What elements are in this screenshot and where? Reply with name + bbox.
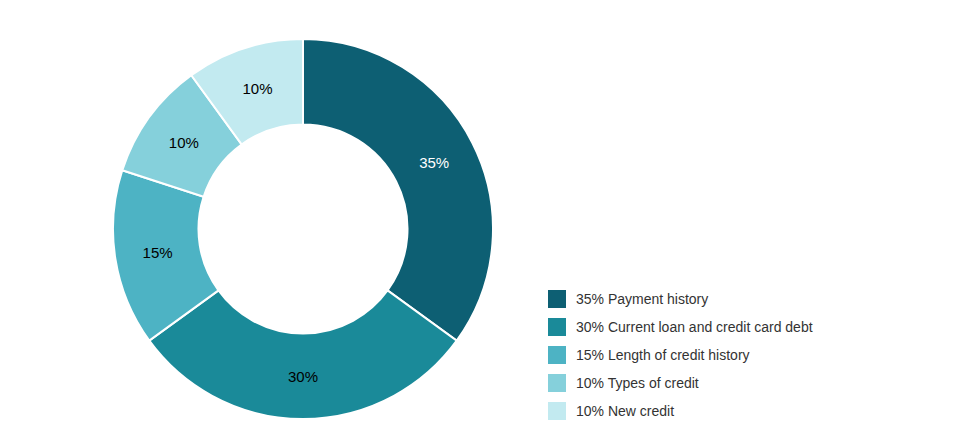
html-text:15% Length of credit history: 15% Length of credit history <box>576 347 750 363</box>
html-text:10% Types of credit: 10% Types of credit <box>576 375 699 391</box>
svg-text:35%: 35% <box>419 154 449 171</box>
svg-text:10%: 10% <box>242 80 272 97</box>
html-text:35% Payment history: 35% Payment history <box>576 291 709 307</box>
html-text:30% Current loan and credit ca: 30% Current loan and credit card debt <box>576 319 813 335</box>
svg-text:30%: 30% <box>288 368 318 385</box>
svg-text:15%: 15% <box>143 244 173 261</box>
svg-text:10%: 10% <box>169 134 199 151</box>
html-text:10% New credit: 10% New credit <box>576 403 674 419</box>
